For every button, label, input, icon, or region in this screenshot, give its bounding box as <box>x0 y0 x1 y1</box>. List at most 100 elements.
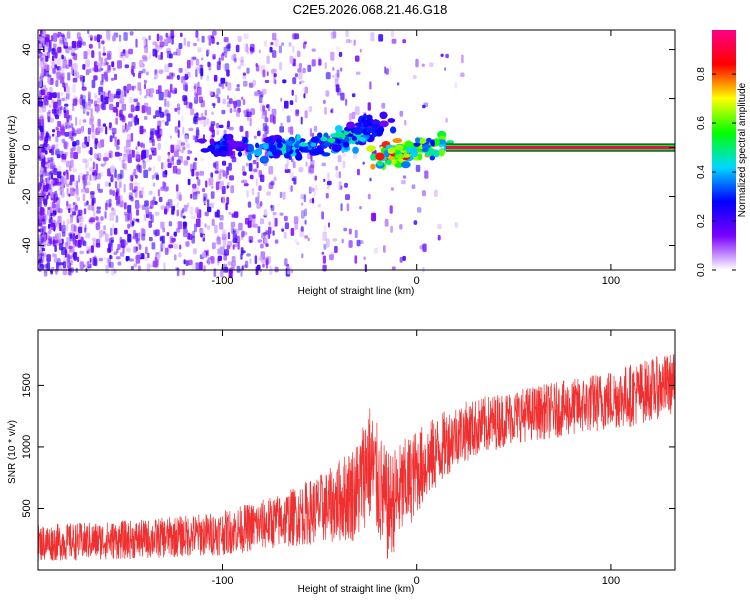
noise-cell <box>68 208 71 214</box>
noise-cell <box>270 180 275 186</box>
noise-cell <box>90 108 93 118</box>
noise-cell <box>133 168 137 176</box>
signal-cluster-cell <box>287 140 293 147</box>
noise-cell <box>119 169 124 179</box>
noise-cell <box>148 190 153 195</box>
noise-cell <box>38 192 43 197</box>
noise-cell <box>57 110 62 117</box>
noise-cell <box>65 85 70 94</box>
noise-cell <box>61 34 66 39</box>
noise-cell <box>129 174 134 182</box>
noise-cell <box>163 262 166 272</box>
noise-cell <box>38 125 44 131</box>
noise-cell <box>287 266 292 275</box>
noise-cell <box>434 189 438 197</box>
noise-cell <box>184 67 189 74</box>
noise-cell <box>110 174 114 183</box>
noise-cell <box>38 134 41 140</box>
noise-cell <box>344 182 348 188</box>
noise-cell <box>75 240 78 247</box>
noise-cell <box>144 256 148 262</box>
noise-cell <box>177 106 181 111</box>
signal-cluster-cell <box>365 127 376 133</box>
noise-cell <box>193 42 197 47</box>
noise-cell <box>125 214 130 222</box>
noise-cell <box>60 92 64 96</box>
noise-cell <box>59 37 64 43</box>
noise-cell <box>297 68 302 73</box>
noise-cell <box>73 94 76 98</box>
noise-cell <box>200 57 204 61</box>
noise-cell <box>246 46 250 55</box>
noise-cell <box>39 207 45 216</box>
noise-cell <box>262 105 266 112</box>
noise-cell <box>131 149 135 158</box>
noise-cell <box>235 228 240 234</box>
noise-cell <box>92 197 96 204</box>
noise-cell <box>200 67 204 77</box>
noise-cell <box>68 259 73 266</box>
noise-cell <box>182 126 185 135</box>
noise-cell <box>52 165 57 172</box>
noise-cell <box>208 38 212 46</box>
noise-cell <box>227 232 231 240</box>
noise-cell <box>148 35 151 41</box>
noise-cell <box>72 188 76 192</box>
noise-cell <box>233 211 239 218</box>
noise-cell <box>86 171 89 177</box>
noise-cell <box>129 31 134 36</box>
noise-cell <box>40 253 45 257</box>
noise-cell <box>66 237 71 246</box>
signal-cluster-cell <box>395 153 405 159</box>
y-tick-label: 20 <box>21 92 33 104</box>
noise-cell <box>152 48 156 57</box>
noise-cell <box>284 258 288 267</box>
noise-cell <box>68 46 72 51</box>
noise-cell <box>245 43 249 53</box>
noise-cell <box>290 185 293 192</box>
noise-cell <box>214 211 219 218</box>
noise-cell <box>79 42 82 48</box>
noise-cell <box>253 135 257 139</box>
noise-cell <box>175 144 180 150</box>
noise-cell <box>53 168 58 176</box>
colorbar-tick-label: 0.8 <box>696 67 707 81</box>
noise-cell <box>49 162 54 170</box>
noise-cell <box>181 150 184 154</box>
noise-cell <box>164 64 170 73</box>
noise-cell <box>196 176 199 180</box>
noise-cell <box>241 230 245 238</box>
noise-cell <box>148 206 153 210</box>
noise-cell <box>178 43 183 49</box>
noise-cell <box>273 176 277 181</box>
noise-cell <box>72 98 78 106</box>
noise-cell <box>402 39 407 44</box>
noise-cell <box>311 59 316 67</box>
noise-cell <box>123 211 128 216</box>
noise-cell <box>40 37 45 44</box>
noise-cell <box>279 212 284 216</box>
noise-cell <box>51 253 56 257</box>
noise-cell <box>342 152 346 157</box>
noise-cell <box>131 68 134 75</box>
noise-cell <box>231 256 236 262</box>
noise-cell <box>56 171 62 179</box>
noise-cell <box>217 248 221 255</box>
noise-cell <box>66 92 70 100</box>
noise-cell <box>100 216 104 221</box>
noise-cell <box>114 136 117 142</box>
noise-cell <box>142 68 146 74</box>
noise-cell <box>82 99 86 107</box>
noise-cell <box>128 97 133 104</box>
noise-cell <box>189 207 194 215</box>
noise-cell <box>41 161 46 168</box>
noise-cell <box>421 63 425 67</box>
x-tick-label: 100 <box>602 575 620 587</box>
noise-cell <box>252 214 256 219</box>
noise-cell <box>226 196 230 205</box>
noise-cell <box>211 111 214 116</box>
noise-cell <box>183 96 188 106</box>
noise-cell <box>235 44 240 53</box>
noise-cell <box>226 185 229 189</box>
noise-cell <box>66 31 71 39</box>
